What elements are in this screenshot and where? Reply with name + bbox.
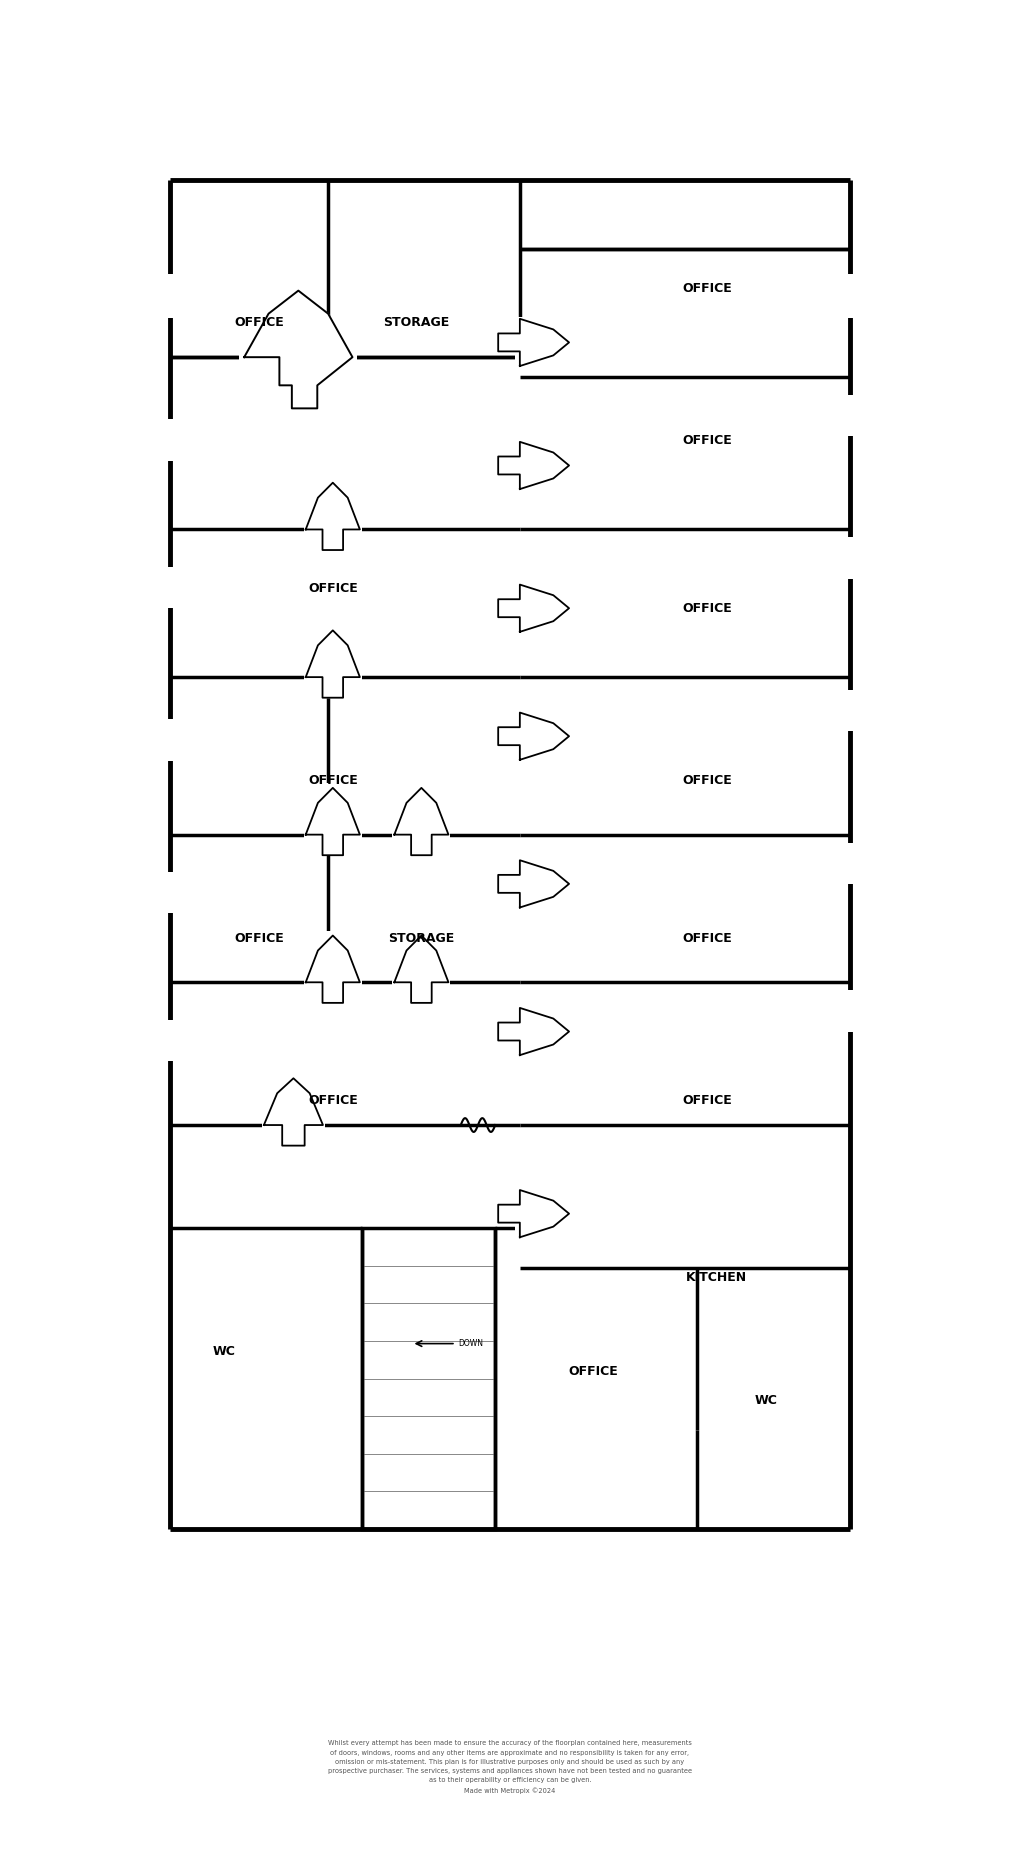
Bar	[842, 690, 854, 732]
Bar	[842, 274, 854, 317]
Polygon shape	[497, 585, 569, 632]
Bar	[394, 829, 448, 839]
Bar	[304, 930, 362, 987]
Polygon shape	[497, 1189, 569, 1238]
Text: OFFICE: OFFICE	[308, 775, 358, 788]
Bar	[515, 317, 574, 368]
Polygon shape	[306, 630, 360, 698]
Text: OFFICE: OFFICE	[682, 775, 731, 788]
Bar	[165, 567, 177, 608]
Bar	[306, 976, 360, 987]
Bar	[516, 1007, 525, 1054]
Polygon shape	[497, 319, 569, 366]
Text: OFFICE: OFFICE	[569, 1364, 618, 1377]
Text: WC: WC	[754, 1394, 776, 1407]
Text: OFFICE: OFFICE	[234, 317, 283, 328]
Bar	[842, 991, 854, 1032]
Bar	[392, 930, 450, 987]
Bar	[842, 537, 854, 578]
Text: DOWN: DOWN	[458, 1339, 482, 1349]
Polygon shape	[497, 713, 569, 760]
Text: OFFICE: OFFICE	[308, 1094, 358, 1107]
Bar	[306, 523, 360, 533]
Bar	[262, 1073, 325, 1129]
Bar	[165, 872, 177, 914]
Bar	[306, 672, 360, 681]
Bar	[304, 478, 362, 535]
Polygon shape	[306, 936, 360, 1004]
Text: KITCHEN: KITCHEN	[686, 1272, 747, 1285]
Text: OFFICE: OFFICE	[308, 582, 358, 595]
Bar	[516, 585, 525, 632]
Bar	[515, 583, 574, 634]
Bar	[165, 418, 177, 460]
Bar	[515, 439, 574, 492]
Bar	[239, 338, 357, 413]
Text: Whilst every attempt has been made to ensure the accuracy of the floorplan conta: Whilst every attempt has been made to en…	[328, 1741, 691, 1793]
Polygon shape	[394, 936, 448, 1004]
Bar	[165, 274, 177, 317]
Bar	[264, 1120, 323, 1129]
Bar	[304, 782, 362, 840]
Polygon shape	[394, 788, 448, 855]
Text: OFFICE: OFFICE	[682, 435, 731, 446]
Bar	[515, 857, 574, 910]
Bar	[516, 443, 525, 490]
Bar	[842, 394, 854, 435]
Polygon shape	[497, 443, 569, 490]
Bar	[515, 1006, 574, 1056]
Bar	[165, 1021, 177, 1062]
Text: OFFICE: OFFICE	[682, 932, 731, 944]
Polygon shape	[497, 1007, 569, 1054]
Bar	[516, 1189, 525, 1238]
Bar	[516, 861, 525, 908]
Text: STORAGE: STORAGE	[383, 317, 449, 328]
Text: STORAGE: STORAGE	[388, 932, 454, 944]
Bar	[394, 976, 448, 987]
Bar	[515, 1188, 574, 1240]
Bar	[392, 782, 450, 840]
Polygon shape	[306, 482, 360, 550]
Polygon shape	[244, 291, 353, 409]
Bar	[165, 720, 177, 762]
Text: OFFICE: OFFICE	[234, 932, 283, 944]
Bar	[516, 713, 525, 760]
Bar	[304, 625, 362, 683]
Bar	[516, 319, 525, 366]
Text: WC: WC	[213, 1345, 235, 1358]
Bar	[842, 842, 854, 884]
Polygon shape	[264, 1079, 323, 1146]
Bar	[842, 276, 854, 317]
Text: OFFICE: OFFICE	[682, 281, 731, 295]
Bar	[515, 711, 574, 762]
Polygon shape	[306, 788, 360, 855]
Bar	[244, 351, 353, 362]
Bar	[306, 829, 360, 839]
Polygon shape	[497, 861, 569, 908]
Bar	[362, 1229, 495, 1529]
Text: OFFICE: OFFICE	[682, 1094, 731, 1107]
Text: OFFICE: OFFICE	[682, 602, 731, 615]
